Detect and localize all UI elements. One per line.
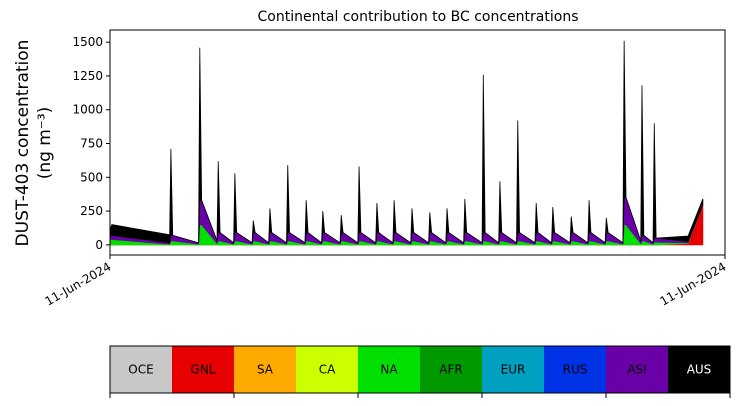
chart-title: Continental contribution to BC concentra… xyxy=(257,9,578,25)
colorbar-box xyxy=(110,346,172,393)
colorbar-box xyxy=(482,346,544,393)
colorbar-label: AUS xyxy=(687,363,712,377)
y-tick-label: 0 xyxy=(95,238,103,252)
colorbar-label: SA xyxy=(257,363,274,377)
colorbar-box xyxy=(358,346,420,393)
colorbar-label: RUS xyxy=(563,363,588,377)
x-tick-label: 11-Jun-2024 xyxy=(43,259,114,308)
y-tick-label: 1250 xyxy=(72,69,103,83)
y-tick-label: 1000 xyxy=(72,103,103,117)
colorbar-box xyxy=(234,346,296,393)
colorbar-label: CA xyxy=(319,363,336,377)
colorbar-label: NA xyxy=(380,363,398,377)
colorbar-label: EUR xyxy=(501,363,526,377)
plot-frame xyxy=(109,29,726,256)
y-label-line: (ng m⁻³) xyxy=(35,107,55,180)
colorbar-box xyxy=(172,346,234,393)
y-axis-label: DUST-403 concentration (ng m⁻³) xyxy=(13,40,55,247)
colorbar-box xyxy=(606,346,668,393)
colorbar-frame xyxy=(109,345,731,394)
y-label-line: DUST-403 concentration xyxy=(13,40,33,247)
colorbar-box xyxy=(420,346,482,393)
x-tick-label: 11-Jun-2024 xyxy=(658,259,729,308)
colorbar-label: GNL xyxy=(191,363,216,377)
colorbar-label: OCE xyxy=(128,363,153,377)
colorbar-label: ASI xyxy=(627,363,646,377)
y-tick-label: 500 xyxy=(80,170,103,184)
colorbar-box xyxy=(668,346,730,393)
colorbar-box xyxy=(296,346,358,393)
y-tick-label: 1500 xyxy=(72,35,103,49)
colorbar-box xyxy=(544,346,606,393)
y-tick-label: 750 xyxy=(80,137,103,151)
y-tick-label: 250 xyxy=(80,204,103,218)
area xyxy=(109,40,704,244)
colorbar-label: AFR xyxy=(439,363,462,377)
